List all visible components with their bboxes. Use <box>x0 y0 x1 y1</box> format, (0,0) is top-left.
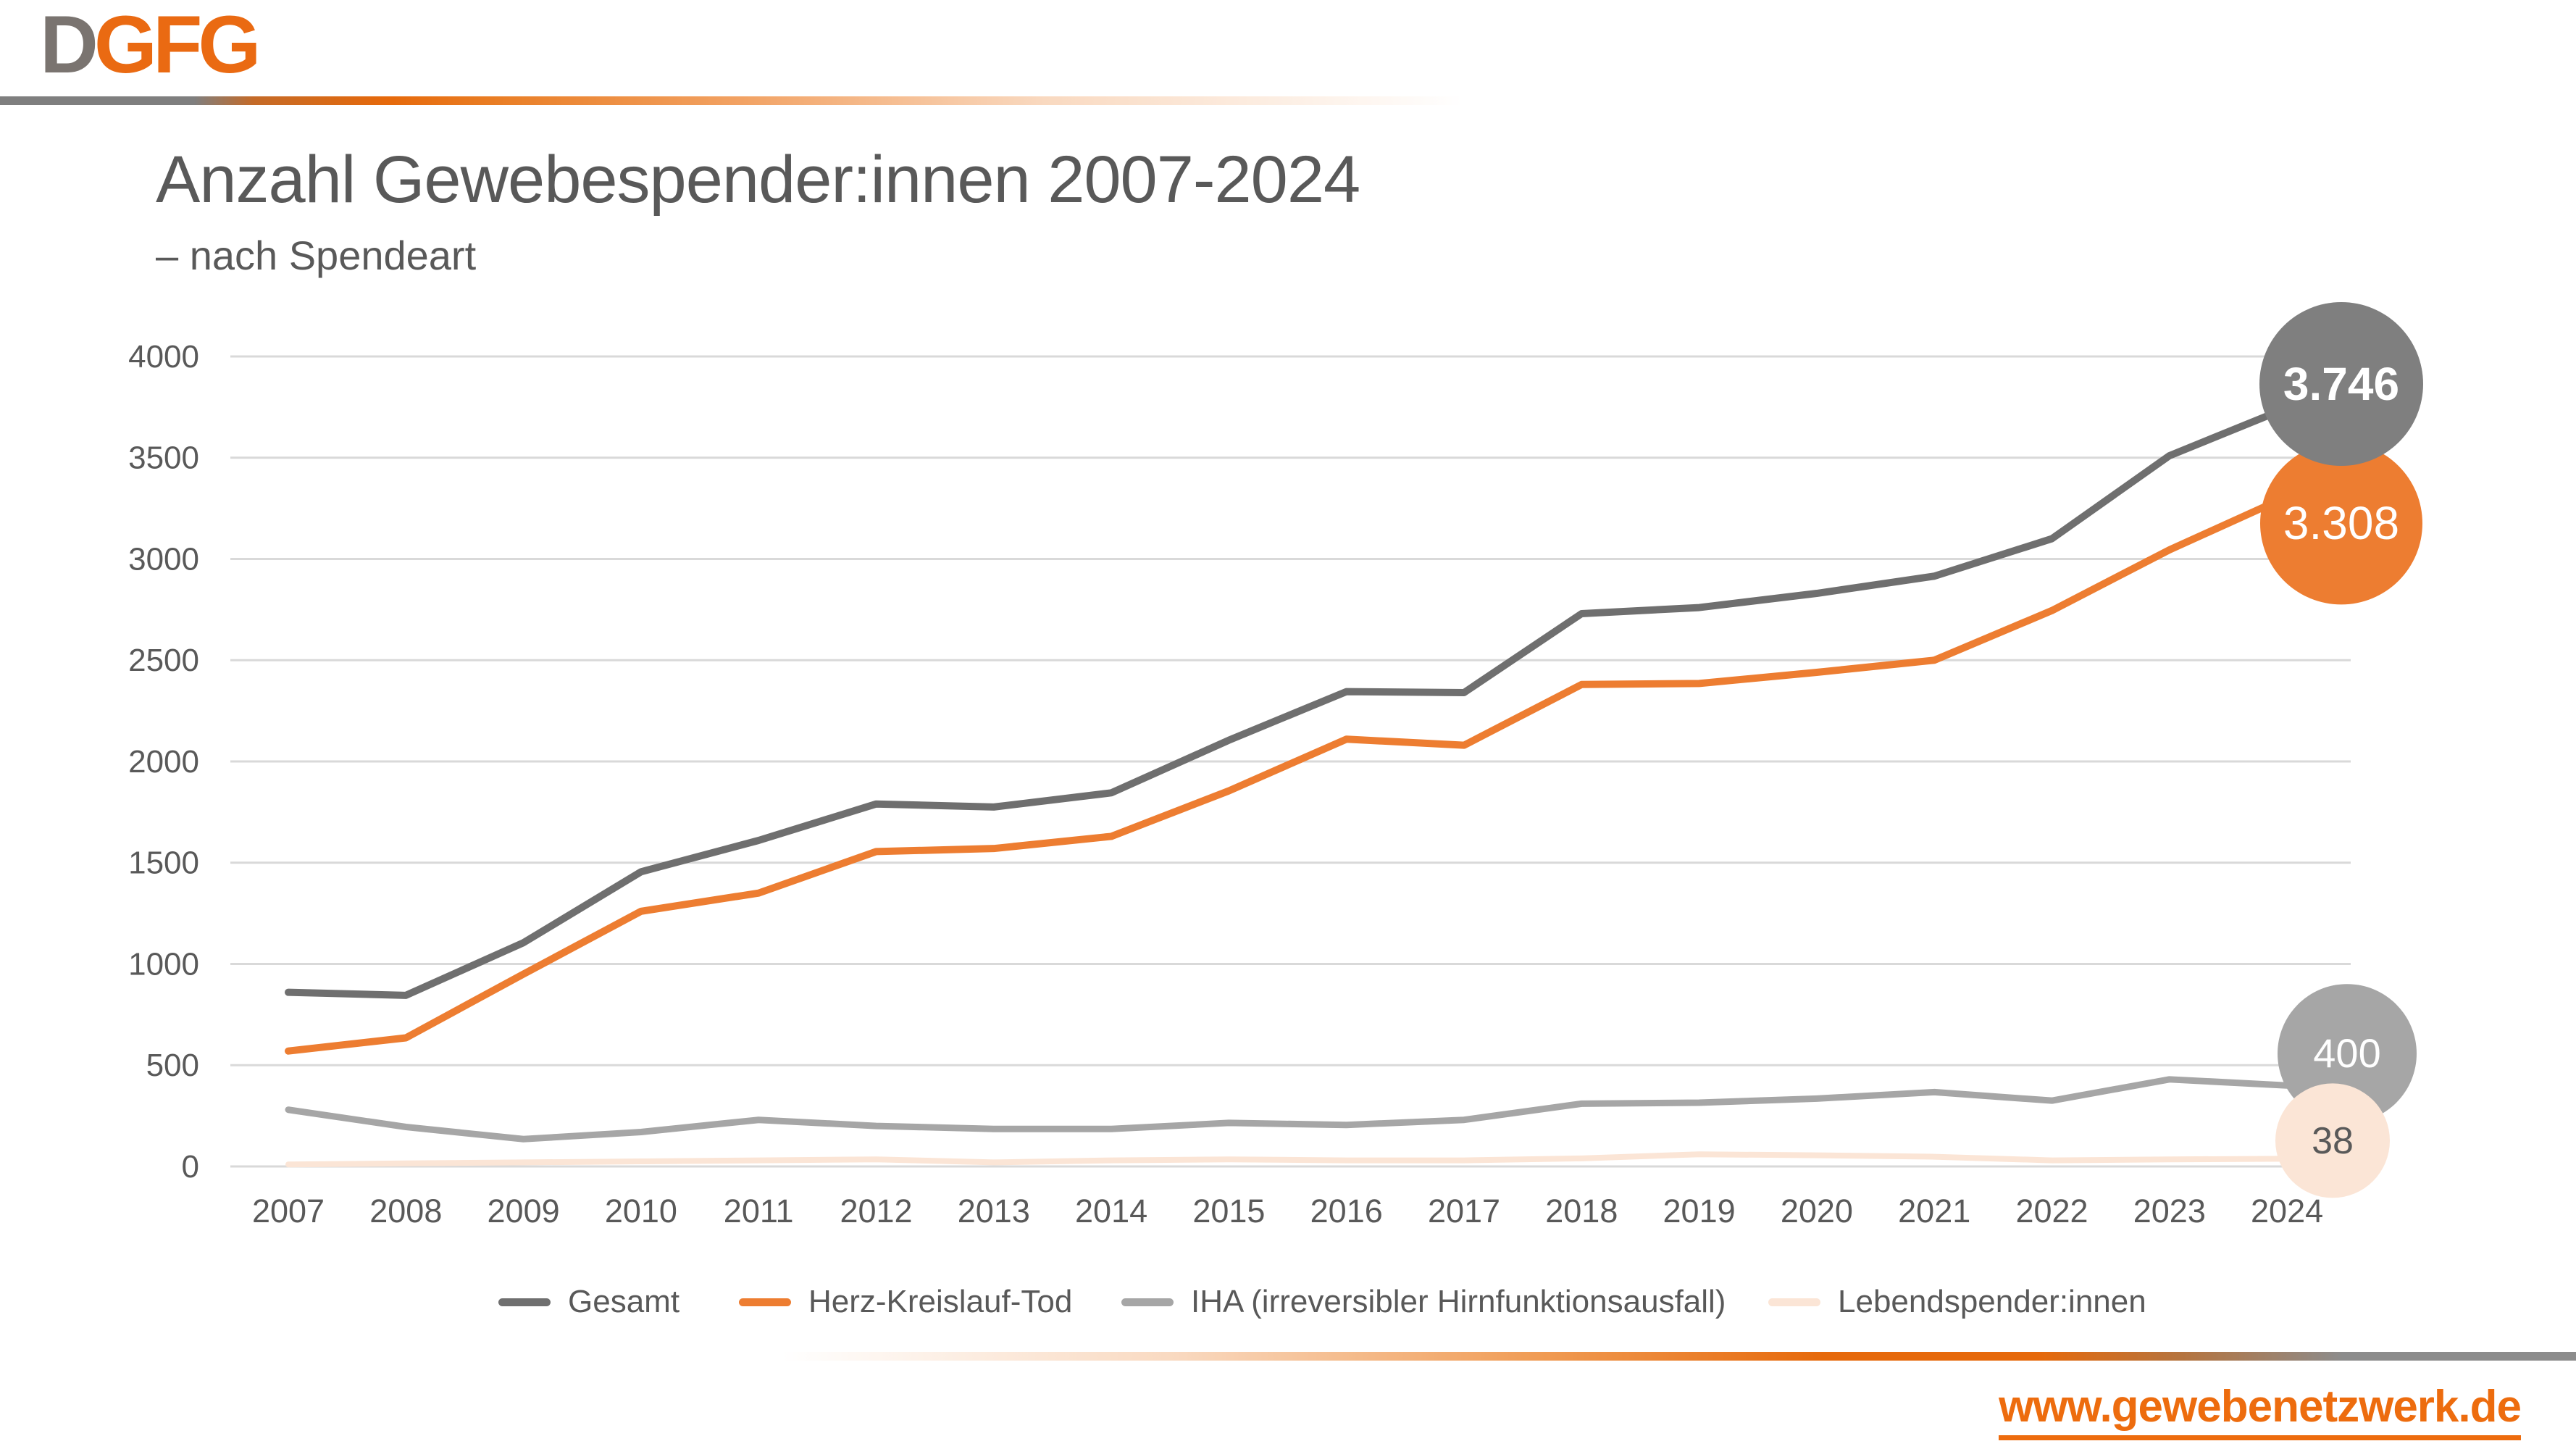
herz-kreislauf-tod-line <box>285 493 2291 1055</box>
x-tick-label: 2018 <box>1545 1193 1618 1229</box>
x-tick-label: 2014 <box>1075 1193 1147 1229</box>
x-tick-label: 2019 <box>1663 1193 1736 1229</box>
gesamt-end-label: 3.746 <box>2283 358 2399 410</box>
legend-label: Herz-Kreislauf-Tod <box>808 1284 1073 1319</box>
gesamt-line <box>285 404 2291 999</box>
x-tick-label: 2011 <box>724 1193 794 1229</box>
dgfg-logo: DGFG <box>40 4 262 85</box>
y-tick-label: 3500 <box>128 440 199 476</box>
y-tick-label: 4000 <box>128 339 199 375</box>
herz-kreislauf-tod-swatch-icon <box>739 1298 791 1306</box>
iha-swatch-icon <box>1121 1298 1174 1306</box>
legend-label: Lebendspender:innen <box>1838 1284 2146 1319</box>
y-tick-label: 1500 <box>128 845 199 881</box>
y-tick-label: 3000 <box>128 541 199 577</box>
logo-letters-gfg: GFG <box>93 0 262 90</box>
x-tick-label: 2010 <box>605 1193 677 1229</box>
x-tick-label: 2020 <box>1781 1193 1853 1229</box>
legend-item-lebendspender: Lebendspender:innen <box>1768 1284 2146 1320</box>
legend-item-iha: IHA (irreversibler Hirnfunktionsausfall) <box>1121 1284 1726 1320</box>
page-title: Anzahl Gewebespender:innen 2007-2024 <box>156 143 1360 217</box>
lebendspender-end-circle <box>2275 1083 2390 1198</box>
y-tick-label: 1000 <box>128 946 199 982</box>
page-subtitle: – nach Spendeart <box>156 233 477 278</box>
bottom-gradient-bar <box>782 1352 2576 1361</box>
y-tick-label: 0 <box>182 1149 199 1185</box>
x-tick-label: 2015 <box>1192 1193 1265 1229</box>
x-tick-label: 2013 <box>958 1193 1030 1229</box>
iha-end-label: 400 <box>2313 1030 2380 1076</box>
legend-label: IHA (irreversibler Hirnfunktionsausfall) <box>1191 1284 1726 1319</box>
gesamt-swatch-icon <box>498 1298 551 1306</box>
x-tick-label: 2024 <box>2251 1193 2323 1229</box>
top-gradient-bar <box>0 96 1492 105</box>
iha-line <box>285 1076 2291 1143</box>
x-tick-label: 2012 <box>840 1193 912 1229</box>
lebendspender-line <box>285 1151 2291 1168</box>
lebendspender-end-label: 38 <box>2312 1120 2354 1162</box>
y-tick-label: 2500 <box>128 643 199 678</box>
legend-item-herz-kreislauf-tod: Herz-Kreislauf-Tod <box>739 1284 1072 1320</box>
x-tick-label: 2009 <box>488 1193 560 1229</box>
legend-item-gesamt: Gesamt <box>498 1284 679 1320</box>
x-tick-label: 2008 <box>369 1193 442 1229</box>
x-tick-label: 2023 <box>2133 1193 2206 1229</box>
legend-label: Gesamt <box>568 1284 680 1319</box>
x-tick-label: 2016 <box>1310 1193 1383 1229</box>
herz-kreislauf-tod-end-label: 3.308 <box>2283 497 2399 549</box>
gesamt-end-circle <box>2259 301 2423 466</box>
herz-kreislauf-tod-end-circle <box>2260 442 2422 605</box>
lebendspender-swatch-icon <box>1768 1298 1820 1306</box>
y-tick-label: 500 <box>146 1048 199 1083</box>
logo-letter-d: D <box>40 0 99 90</box>
x-tick-label: 2021 <box>1898 1193 1970 1229</box>
x-tick-label: 2017 <box>1428 1193 1500 1229</box>
x-tick-label: 2022 <box>2015 1193 2088 1229</box>
y-tick-label: 2000 <box>128 744 199 780</box>
x-tick-label: 2007 <box>252 1193 325 1229</box>
website-link[interactable]: www.gewebenetzwerk.de <box>1999 1381 2522 1440</box>
